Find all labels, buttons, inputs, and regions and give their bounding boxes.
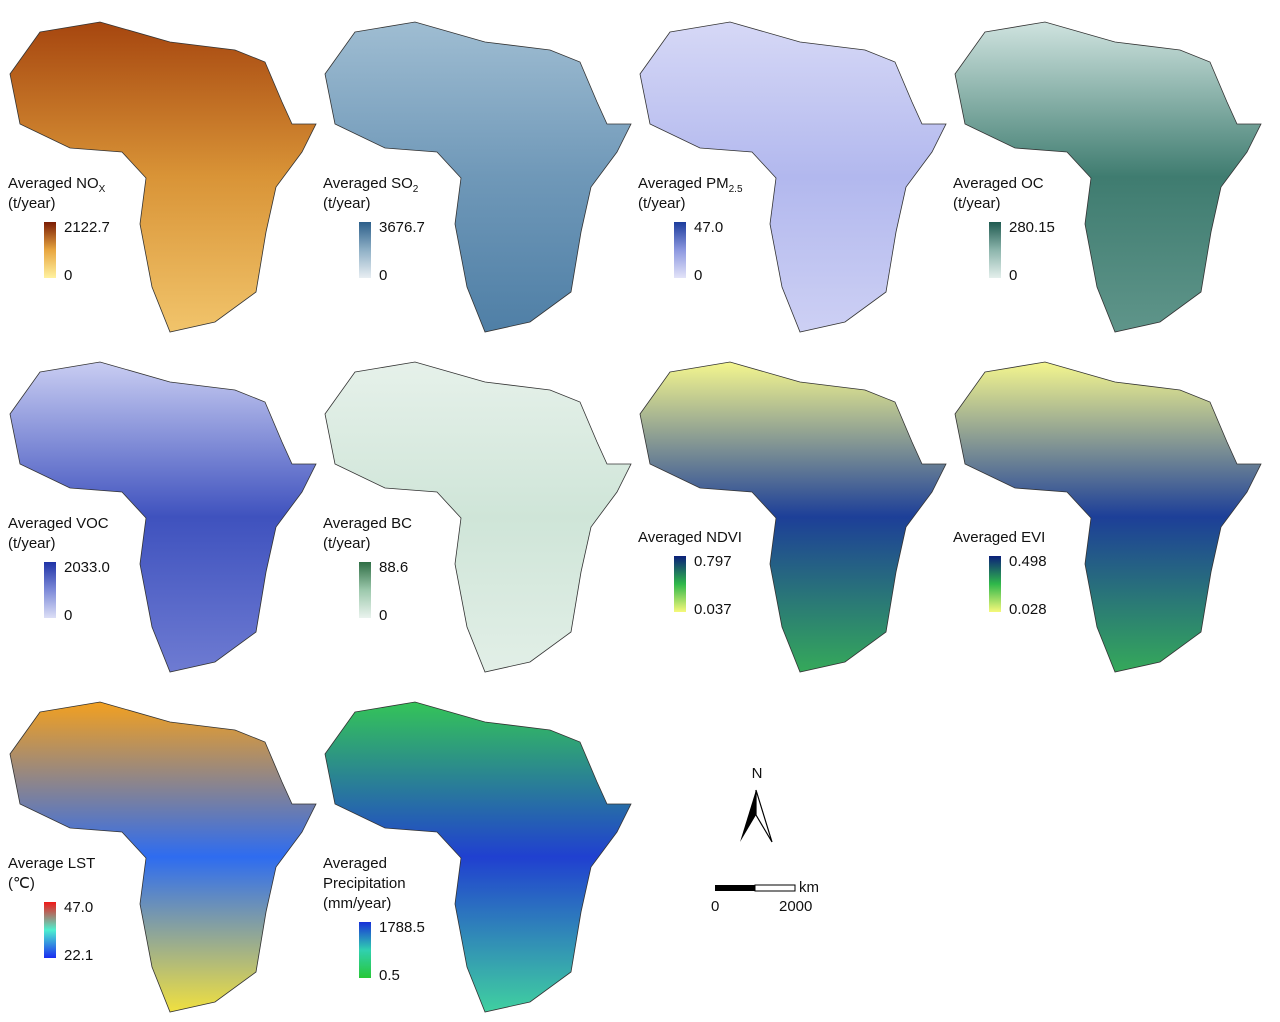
legend-min: 0 <box>64 607 72 624</box>
legend-title: Averaged SO2 <box>323 175 419 195</box>
north-arrow <box>755 789 773 843</box>
legend-colorbar <box>989 556 1001 612</box>
legend-max: 1788.5 <box>379 919 425 936</box>
map-panel: Averaged NOX(t/year)2122.70 <box>8 21 317 333</box>
title-text: Averaged PM <box>638 175 729 192</box>
legend-max: 2033.0 <box>64 559 110 576</box>
scale-bar-dark <box>715 885 755 891</box>
legend-min: 0.037 <box>694 601 732 618</box>
legend-max: 0.797 <box>694 553 732 570</box>
legend-title: Precipitation <box>323 875 406 892</box>
title-subscript: 2.5 <box>729 184 743 195</box>
legend-colorbar <box>359 562 371 618</box>
title-text: Averaged OC <box>953 175 1044 192</box>
africa-map <box>639 361 947 673</box>
legend-title: Averaged VOC <box>8 515 109 532</box>
map-panel: Averaged NDVI 0.797 0.037 <box>638 361 947 673</box>
legend-title: Averaged NOX <box>8 175 106 195</box>
legend-unit: (t/year) <box>8 195 56 212</box>
title-text: Averaged <box>323 855 387 872</box>
legend-min: 0 <box>379 607 387 624</box>
title-text: Averaged NDVI <box>638 529 742 546</box>
legend-title: Averaged PM2.5 <box>638 175 743 195</box>
legend-unit: (t/year) <box>323 535 371 552</box>
title-text: Averaged NO <box>8 175 99 192</box>
legend-max: 88.6 <box>379 559 408 576</box>
legend-min: 0 <box>1009 267 1017 284</box>
map-panel: Averaged Precipitation (mm/year) 1788.5 0.5 <box>323 701 632 1013</box>
legend-min: 0.5 <box>379 967 400 984</box>
map-panel: Average LST (℃) 47.0 22.1 <box>8 701 317 1013</box>
title-subscript: 2 <box>413 184 419 195</box>
legend-unit: (mm/year) <box>323 895 391 912</box>
north-arrow <box>740 790 756 842</box>
title-text: Averaged VOC <box>8 515 109 532</box>
legend-title: Averaged BC <box>323 515 412 532</box>
title-subscript: X <box>99 184 106 195</box>
map-panel: Averaged VOC (t/year) 2033.0 0 <box>8 361 317 673</box>
legend-title: Averaged NDVI <box>638 529 742 546</box>
legend-title: Averaged <box>323 855 387 872</box>
map-panel: Averaged OC (t/year) 280.15 0 <box>953 21 1262 333</box>
legend-max: 280.15 <box>1009 219 1055 236</box>
legend-colorbar <box>44 902 56 958</box>
legend-min: 0.028 <box>1009 601 1047 618</box>
legend-title: Averaged OC <box>953 175 1044 192</box>
legend-colorbar <box>674 222 686 278</box>
legend-max: 2122.7 <box>64 219 110 236</box>
legend-min: 22.1 <box>64 947 93 964</box>
title-text: Precipitation <box>323 875 406 892</box>
map-panel: Averaged PM2.5(t/year)47.00 <box>638 21 947 333</box>
scale-bar-light <box>754 884 796 892</box>
legend-colorbar <box>44 562 56 618</box>
legend-max: 3676.7 <box>379 219 425 236</box>
legend-colorbar <box>674 556 686 612</box>
legend-min: 0 <box>64 267 72 284</box>
legend-colorbar <box>359 922 371 978</box>
legend-unit: (t/year) <box>8 535 56 552</box>
legend-max: 47.0 <box>694 219 723 236</box>
legend-unit: (℃) <box>8 875 35 892</box>
north-label: N <box>752 765 763 782</box>
legend-max: 0.498 <box>1009 553 1047 570</box>
scale-start: 0 <box>711 898 719 915</box>
map-panel: Averaged EVI 0.498 0.028 <box>953 361 1262 673</box>
title-text: Averaged SO <box>323 175 413 192</box>
map-panel: Averaged SO2(t/year)3676.70 <box>323 21 632 333</box>
legend-colorbar <box>44 222 56 278</box>
title-text: Average LST <box>8 855 95 872</box>
title-text: Averaged BC <box>323 515 412 532</box>
africa-map <box>954 361 1262 673</box>
legend-unit: (t/year) <box>638 195 686 212</box>
scale-unit: km <box>799 879 819 896</box>
legend-unit: (t/year) <box>953 195 1001 212</box>
legend-colorbar <box>359 222 371 278</box>
title-text: Averaged EVI <box>953 529 1045 546</box>
legend-colorbar <box>989 222 1001 278</box>
map-panel: Averaged BC (t/year) 88.6 0 <box>323 361 632 673</box>
legend-min: 0 <box>379 267 387 284</box>
legend-title: Average LST <box>8 855 95 872</box>
legend-min: 0 <box>694 267 702 284</box>
legend-max: 47.0 <box>64 899 93 916</box>
legend-unit: (t/year) <box>323 195 371 212</box>
legend-title: Averaged EVI <box>953 529 1045 546</box>
scale-end: 2000 <box>779 898 812 915</box>
